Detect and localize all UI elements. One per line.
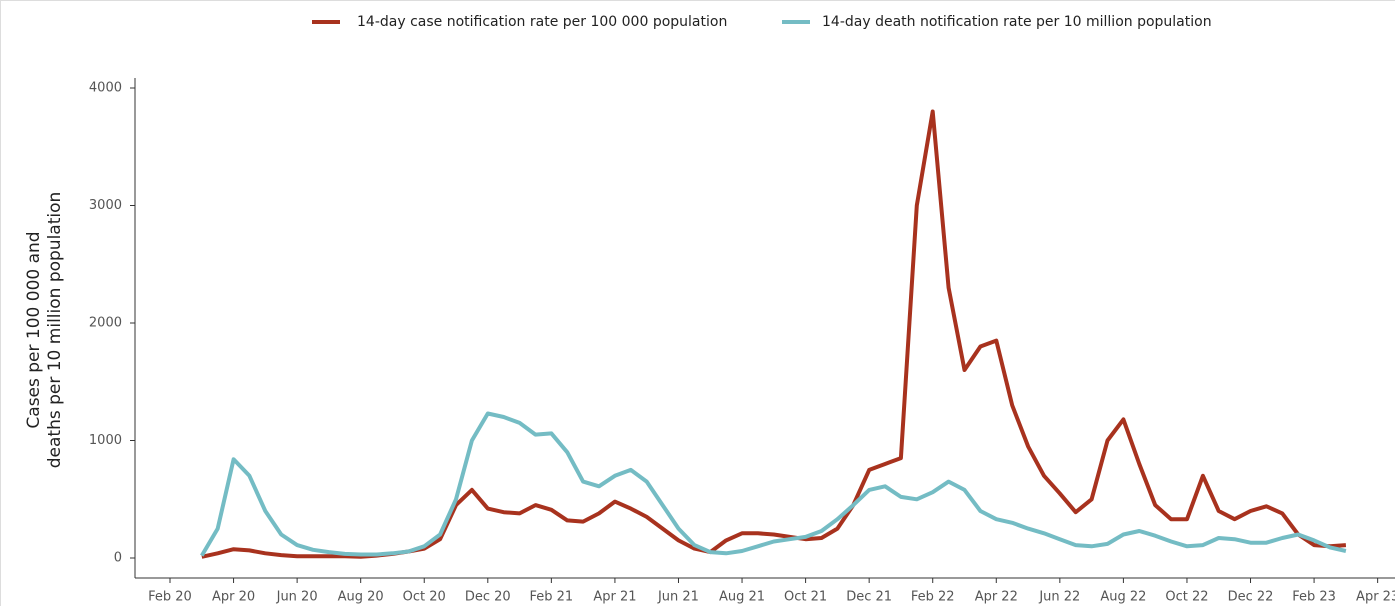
x-tick-label: Dec 20 — [465, 590, 511, 605]
x-tick-label: Feb 23 — [1292, 590, 1336, 605]
x-tick-label: Aug 20 — [338, 590, 384, 605]
legend-label: 14-day death notification rate per 10 mi… — [822, 14, 1212, 30]
y-axis-title: Cases per 100 000 and — [24, 231, 44, 428]
x-tick-label: Oct 22 — [1165, 590, 1208, 605]
x-tick-label: Apr 23 — [1356, 590, 1395, 605]
y-tick-label: 1000 — [89, 433, 122, 448]
x-tick-label: Oct 20 — [403, 590, 446, 605]
y-tick-label: 0 — [114, 551, 122, 566]
x-tick-label: Apr 22 — [975, 590, 1018, 605]
series-line — [200, 411, 1347, 557]
x-tick-label: Apr 20 — [212, 590, 255, 605]
x-tick-label: Jun 21 — [657, 590, 699, 605]
x-tick-label: Jun 20 — [276, 590, 318, 605]
y-tick-label: 4000 — [89, 81, 122, 96]
x-tick-label: Feb 21 — [530, 590, 574, 605]
legend-label: 14-day case notification rate per 100 00… — [357, 14, 727, 30]
y-tick-label: 3000 — [89, 198, 122, 213]
x-tick-label: Oct 21 — [784, 590, 827, 605]
x-tick-label: Dec 21 — [846, 590, 892, 605]
y-tick-label: 2000 — [89, 316, 122, 331]
x-tick-label: Aug 21 — [719, 590, 765, 605]
x-tick-label: Feb 20 — [148, 590, 192, 605]
x-tick-label: Apr 21 — [593, 590, 636, 605]
x-tick-label: Aug 22 — [1100, 590, 1146, 605]
x-tick-label: Feb 22 — [911, 590, 955, 605]
y-axis-title: deaths per 10 million population — [45, 192, 65, 469]
x-tick-label: Jun 22 — [1038, 590, 1080, 605]
series-line — [201, 109, 1347, 559]
x-tick-label: Dec 22 — [1228, 590, 1274, 605]
